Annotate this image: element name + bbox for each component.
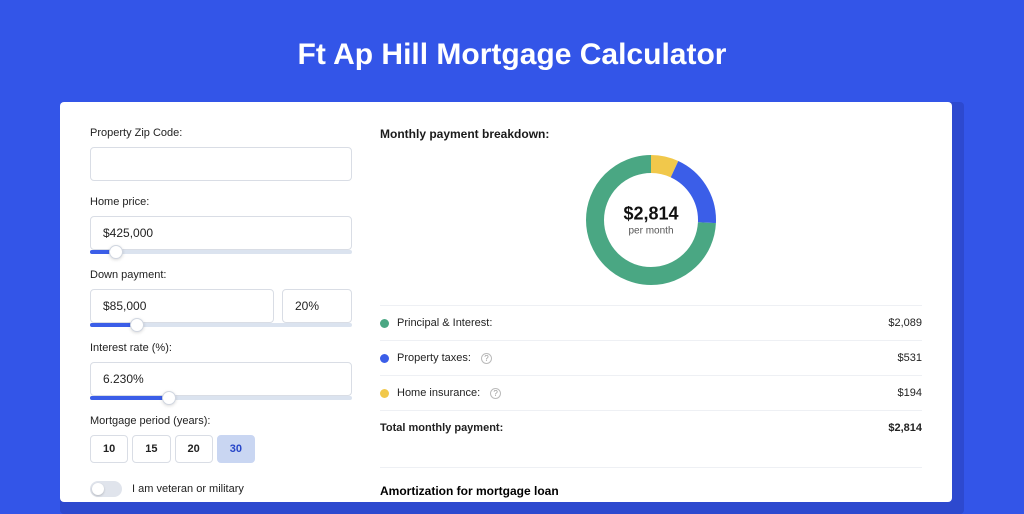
amortization-section: Amortization for mortgage loan Amortizat… [380, 467, 922, 502]
home-price-input[interactable] [90, 216, 352, 250]
down-payment-amount-input[interactable] [90, 289, 274, 323]
breakdown-column: Monthly payment breakdown: $2,814 per mo… [380, 127, 922, 502]
legend-value: $531 [898, 352, 922, 364]
legend-label: Home insurance: [397, 387, 480, 399]
legend-value: $2,089 [888, 317, 922, 329]
period-button-10[interactable]: 10 [90, 435, 128, 463]
period-button-30[interactable]: 30 [217, 435, 255, 463]
payment-donut-chart: $2,814 per month [586, 155, 716, 285]
veteran-toggle[interactable] [90, 481, 122, 497]
info-icon[interactable]: ? [490, 388, 501, 399]
legend-dot [380, 389, 389, 398]
legend-dot [380, 354, 389, 363]
calculator-panel: Property Zip Code: Home price: Down paym… [60, 102, 952, 502]
period-buttons: 10152030 [90, 435, 352, 463]
period-label: Mortgage period (years): [90, 415, 352, 427]
legend-row-0: Principal & Interest: $2,089 [380, 305, 922, 340]
period-button-15[interactable]: 15 [132, 435, 170, 463]
amortization-title: Amortization for mortgage loan [380, 484, 922, 498]
breakdown-title: Monthly payment breakdown: [380, 127, 922, 141]
page-title: Ft Ap Hill Mortgage Calculator [60, 0, 964, 102]
interest-input[interactable] [90, 362, 352, 396]
down-payment-slider[interactable] [90, 323, 352, 327]
zip-label: Property Zip Code: [90, 127, 352, 139]
form-column: Property Zip Code: Home price: Down paym… [90, 127, 352, 502]
interest-label: Interest rate (%): [90, 342, 352, 354]
home-price-slider[interactable] [90, 250, 352, 254]
home-price-label: Home price: [90, 196, 352, 208]
legend-row-2: Home insurance:? $194 [380, 375, 922, 410]
veteran-label: I am veteran or military [132, 483, 244, 495]
legend-value: $194 [898, 387, 922, 399]
legend-total-row: Total monthly payment: $2,814 [380, 410, 922, 445]
donut-center-amount: $2,814 [623, 204, 678, 225]
legend-row-1: Property taxes:? $531 [380, 340, 922, 375]
zip-input[interactable] [90, 147, 352, 181]
donut-center-subtext: per month [623, 226, 678, 237]
down-payment-label: Down payment: [90, 269, 352, 281]
legend-label: Property taxes: [397, 352, 471, 364]
total-value: $2,814 [888, 422, 922, 434]
period-button-20[interactable]: 20 [175, 435, 213, 463]
down-payment-percent-input[interactable] [282, 289, 352, 323]
legend-dot [380, 319, 389, 328]
interest-slider[interactable] [90, 396, 352, 400]
info-icon[interactable]: ? [481, 353, 492, 364]
total-label: Total monthly payment: [380, 422, 503, 434]
legend-label: Principal & Interest: [397, 317, 492, 329]
